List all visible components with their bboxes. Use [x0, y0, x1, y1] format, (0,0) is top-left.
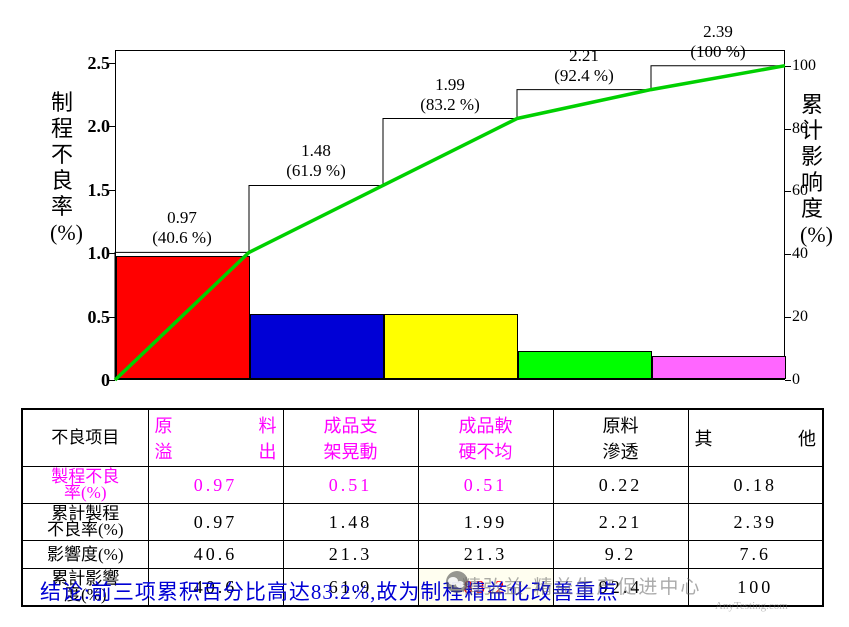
tick-mark [109, 253, 115, 254]
table-cell: 9.2 [553, 541, 688, 569]
tick-mark [109, 317, 115, 318]
cumulative-label: 0.97(40.6 %) [132, 208, 232, 248]
cumulative-label: 2.21(92.4 %) [534, 46, 634, 86]
table-cell: 0.97 [148, 467, 283, 504]
y-right-axis-label: 累 计 影 响 度 (%) [800, 92, 824, 248]
table-cell: 2.21 [553, 504, 688, 541]
y-left-tick: 0.5 [75, 307, 110, 328]
bar [384, 314, 518, 379]
tick-mark [785, 317, 791, 318]
cumulative-label: 2.39(100 %) [668, 22, 768, 62]
tick-mark [109, 63, 115, 64]
table-cell: 0.22 [553, 467, 688, 504]
y-left-tick: 2.5 [75, 53, 110, 74]
y-right-tick: 40 [792, 245, 827, 263]
table-cell: 原料滲透 [553, 409, 688, 467]
table-cell: 原 料溢 出 [148, 409, 283, 467]
y-left-axis-label: 制 程 不 良 率 (%) [50, 90, 74, 246]
tick-mark [785, 66, 791, 67]
table-cell: 其 他 [688, 409, 823, 467]
tick-mark [785, 129, 791, 130]
table-cell: 成品軟硬不均 [418, 409, 553, 467]
table-cell: 成品支架晃動 [283, 409, 418, 467]
row-header: 不良项目 [22, 409, 148, 467]
conclusion-text: 结论:前三项累积百分比高达83.2%,故为制程精益化改善重点 [40, 576, 618, 606]
y-left-tick: 1.0 [75, 243, 110, 264]
y-left-tick: 1.5 [75, 180, 110, 201]
bar [116, 256, 250, 379]
tick-mark [109, 126, 115, 127]
y-right-tick: 100 [792, 57, 827, 75]
y-right-tick: 0 [792, 371, 827, 389]
table-cell: 1.99 [418, 504, 553, 541]
row-header: 影響度(%) [22, 541, 148, 569]
y-right-tick: 20 [792, 308, 827, 326]
table-cell: 2.39 [688, 504, 823, 541]
tick-mark [785, 380, 791, 381]
table-cell: 21.3 [283, 541, 418, 569]
table-cell: 0.51 [418, 467, 553, 504]
cumulative-label: 1.48(61.9 %) [266, 141, 366, 181]
table-cell: 0.97 [148, 504, 283, 541]
table-cell: 0.51 [283, 467, 418, 504]
bar [518, 351, 652, 379]
row-header: 製程不良率(%) [22, 467, 148, 504]
y-right-tick: 60 [792, 182, 827, 200]
tick-mark [109, 190, 115, 191]
bar [250, 314, 384, 379]
table-cell: 0.18 [688, 467, 823, 504]
cumulative-label: 1.99(83.2 %) [400, 75, 500, 115]
table-cell: 7.6 [688, 541, 823, 569]
y-right-tick: 80 [792, 120, 827, 138]
table-cell: 21.3 [418, 541, 553, 569]
tick-mark [785, 191, 791, 192]
tick-mark [785, 254, 791, 255]
table-cell: 1.48 [283, 504, 418, 541]
y-left-tick: 0 [75, 370, 110, 391]
table-cell: 40.6 [148, 541, 283, 569]
bar [652, 356, 786, 379]
row-header: 累計製程不良率(%) [22, 504, 148, 541]
table-cell: 100 [688, 569, 823, 607]
tick-mark [109, 380, 115, 381]
y-left-tick: 2.0 [75, 116, 110, 137]
